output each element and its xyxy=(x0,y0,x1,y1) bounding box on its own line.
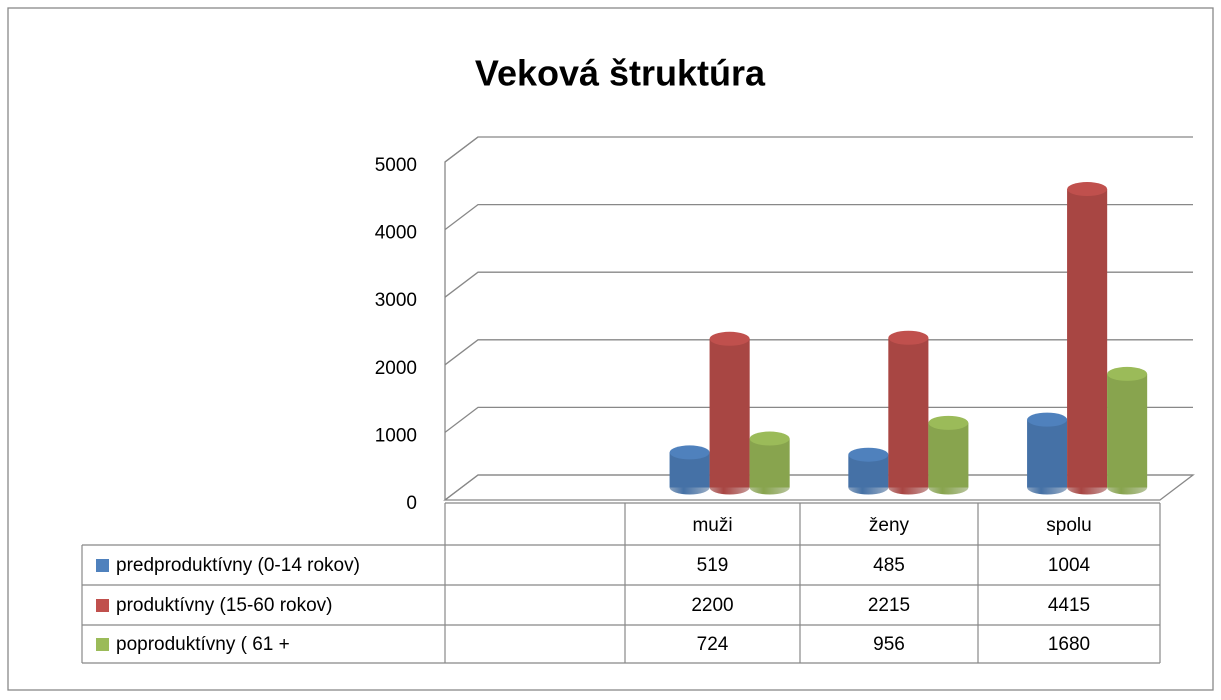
bar xyxy=(1027,412,1068,495)
legend-swatch xyxy=(96,599,109,612)
bar-body xyxy=(888,337,929,495)
table-value: 519 xyxy=(697,555,729,576)
bar-shade xyxy=(888,337,929,495)
table-value: 956 xyxy=(873,634,905,655)
bar-shade xyxy=(1107,373,1148,495)
bar-shade xyxy=(848,454,889,495)
bar xyxy=(1067,182,1108,495)
bar-shade xyxy=(928,422,969,495)
bar-body xyxy=(1027,419,1068,495)
legend-swatch xyxy=(96,638,109,651)
grid-line xyxy=(444,339,1193,366)
bar-top xyxy=(848,447,889,462)
legend-swatch xyxy=(96,559,109,572)
bar-body xyxy=(709,338,750,495)
bar-top xyxy=(669,445,710,460)
table-value: 724 xyxy=(697,634,729,655)
bar xyxy=(888,330,929,495)
y-tick-label: 4000 xyxy=(375,223,417,244)
legend-label: produktívny (15-60 rokov) xyxy=(116,595,333,616)
x-tick-label: spolu xyxy=(1046,515,1091,536)
chart-title: Veková štruktúra xyxy=(475,53,766,94)
legend-label: poproduktívny ( 61 + xyxy=(116,634,290,655)
bar-shade xyxy=(1067,189,1108,495)
bar xyxy=(928,415,969,495)
bar-body xyxy=(669,452,710,495)
bar-body xyxy=(749,438,790,495)
bar-top xyxy=(1107,366,1148,381)
bar-shade xyxy=(669,452,710,495)
legend-label: predproduktívny (0-14 rokov) xyxy=(116,555,360,576)
chart-border xyxy=(7,7,1214,691)
bar xyxy=(669,445,710,495)
grid-line xyxy=(444,203,1193,231)
table-value: 2200 xyxy=(691,595,733,616)
y-tick-label: 1000 xyxy=(375,425,417,446)
bar xyxy=(1107,366,1148,495)
table-value: 1680 xyxy=(1048,634,1090,655)
grid-line xyxy=(444,406,1193,433)
table-value: 2215 xyxy=(868,595,910,616)
bar xyxy=(848,447,889,495)
x-tick-label: ženy xyxy=(869,515,910,536)
bar-shade xyxy=(1027,419,1068,495)
bar-top xyxy=(1067,182,1108,197)
y-tick-label: 0 xyxy=(406,493,417,514)
x-tick-label: muži xyxy=(692,515,732,536)
bar-top xyxy=(709,331,750,346)
bar-body xyxy=(1107,373,1148,495)
bar-shade xyxy=(709,338,750,495)
bar-top xyxy=(928,415,969,430)
bar xyxy=(749,431,790,495)
bar-top xyxy=(1027,412,1068,427)
grid-line xyxy=(444,136,1193,163)
bar-body xyxy=(1067,189,1108,495)
grid-line xyxy=(444,271,1193,298)
table-value: 1004 xyxy=(1048,555,1091,576)
bar-body xyxy=(928,422,969,495)
bar-top xyxy=(749,431,790,446)
y-tick-label: 2000 xyxy=(375,358,417,379)
bar-body xyxy=(848,454,889,495)
bar xyxy=(709,331,750,495)
y-tick-label: 3000 xyxy=(375,290,417,311)
y-tick-label: 5000 xyxy=(375,155,417,176)
table-value: 485 xyxy=(873,555,905,576)
table-value: 4415 xyxy=(1048,595,1090,616)
bar-top xyxy=(888,330,929,345)
bar-shade xyxy=(749,438,790,495)
